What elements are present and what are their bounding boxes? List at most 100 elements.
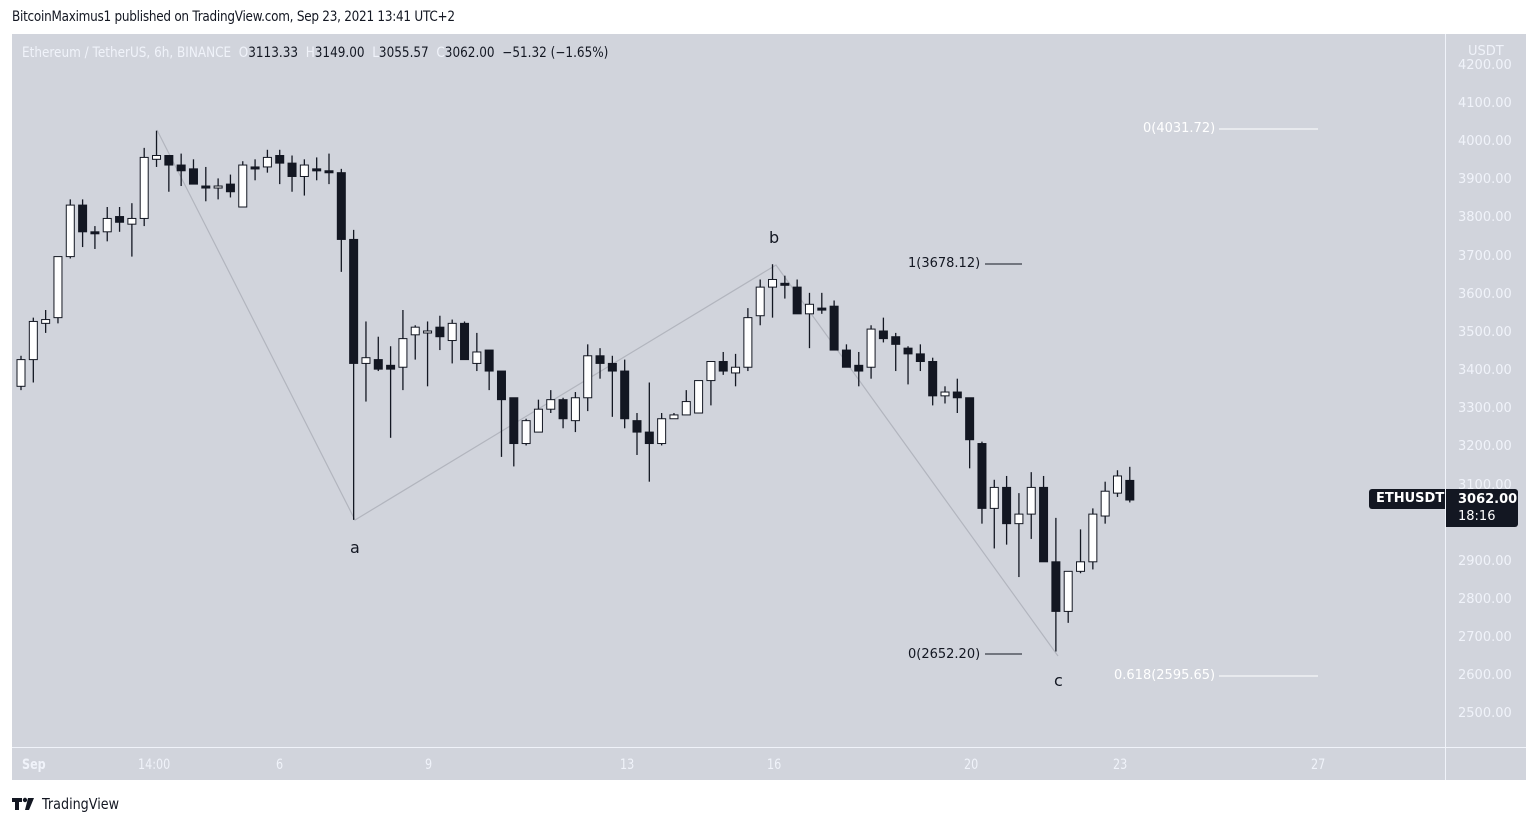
candle[interactable] [989, 479, 999, 549]
candle[interactable] [275, 149, 285, 185]
candle[interactable] [644, 382, 654, 482]
candle[interactable] [595, 348, 605, 379]
candle[interactable] [854, 351, 864, 387]
candle[interactable] [1051, 517, 1061, 652]
candle[interactable] [977, 441, 987, 524]
candle[interactable] [90, 226, 100, 249]
candle[interactable] [349, 229, 359, 520]
candle[interactable] [706, 361, 716, 406]
candle[interactable] [768, 264, 778, 318]
candle[interactable] [188, 159, 198, 185]
candle[interactable] [201, 166, 211, 202]
candle[interactable] [78, 199, 88, 248]
candle[interactable] [952, 378, 962, 414]
candle[interactable] [817, 292, 827, 314]
tradingview-brand[interactable]: TradingView [12, 795, 133, 813]
candle[interactable] [139, 147, 149, 227]
candle[interactable] [533, 399, 543, 433]
last-price-tag: 3062.00 18:16 [1446, 489, 1518, 527]
candle[interactable] [176, 153, 186, 187]
candle[interactable] [940, 386, 950, 404]
candle[interactable] [866, 325, 876, 379]
candle[interactable] [472, 332, 482, 372]
candle[interactable] [28, 317, 38, 383]
candle[interactable] [915, 344, 925, 372]
candle[interactable] [583, 344, 593, 412]
candle[interactable] [891, 332, 901, 372]
candle[interactable] [804, 292, 814, 349]
candle[interactable] [102, 207, 112, 242]
price-tick: 3500.00 [1458, 324, 1512, 340]
candle[interactable] [669, 413, 679, 420]
candle[interactable] [731, 353, 741, 387]
bar-countdown: 18:16 [1458, 509, 1496, 524]
candle[interactable] [965, 397, 975, 469]
candle[interactable] [324, 153, 334, 185]
candle[interactable] [546, 390, 556, 414]
candle[interactable] [262, 149, 272, 173]
candle[interactable] [620, 359, 630, 429]
candle[interactable] [780, 275, 790, 299]
candle[interactable] [928, 357, 938, 406]
candle[interactable] [435, 315, 445, 351]
candle[interactable] [287, 155, 297, 192]
candle[interactable] [694, 380, 704, 414]
candle[interactable] [878, 317, 888, 343]
candle[interactable] [903, 346, 913, 385]
candle[interactable] [1088, 508, 1098, 570]
candle[interactable] [521, 418, 531, 446]
candle[interactable] [447, 319, 457, 364]
candle[interactable] [386, 346, 396, 438]
candle[interactable] [1026, 472, 1036, 539]
candle[interactable] [1039, 475, 1049, 563]
candle[interactable] [65, 199, 75, 259]
candle[interactable] [718, 351, 728, 375]
candle[interactable] [41, 310, 51, 333]
candle[interactable] [164, 155, 174, 192]
candle[interactable] [1014, 493, 1024, 578]
candle[interactable] [841, 344, 851, 368]
candle[interactable] [410, 325, 420, 360]
time-tick: 14:00 [138, 757, 171, 773]
candle[interactable] [1076, 529, 1086, 574]
candle[interactable] [299, 159, 309, 196]
candle[interactable] [657, 413, 667, 446]
candle[interactable] [213, 178, 223, 200]
fib-label-top: 0(4031.72) [1143, 121, 1216, 136]
candle[interactable] [152, 130, 162, 167]
candle[interactable] [1002, 475, 1012, 545]
candle[interactable] [361, 321, 371, 402]
candle[interactable] [460, 321, 470, 361]
candle[interactable] [373, 336, 383, 372]
candle[interactable] [681, 390, 691, 416]
candle[interactable] [423, 321, 433, 387]
candle[interactable] [829, 300, 839, 351]
candle[interactable] [607, 355, 617, 417]
candle[interactable] [755, 279, 765, 326]
candle[interactable] [398, 310, 408, 391]
candle[interactable] [53, 256, 63, 324]
candle[interactable] [632, 413, 642, 455]
candle[interactable] [238, 161, 248, 208]
candle[interactable] [312, 157, 322, 181]
candle[interactable] [743, 308, 753, 372]
candle[interactable] [1125, 466, 1135, 503]
candle[interactable] [250, 159, 260, 181]
candle[interactable] [558, 397, 568, 429]
candle[interactable] [225, 174, 235, 198]
candle[interactable] [1063, 570, 1073, 623]
currency-label: USDT [1468, 44, 1504, 59]
candle[interactable] [496, 370, 506, 457]
candle[interactable] [792, 279, 802, 315]
candle[interactable] [1112, 470, 1122, 497]
time-tick: 9 [425, 757, 433, 773]
candle[interactable] [1100, 481, 1110, 524]
candle[interactable] [16, 355, 26, 391]
candle[interactable] [115, 207, 125, 232]
candle[interactable] [509, 397, 519, 467]
candle[interactable] [336, 168, 346, 272]
candle[interactable] [570, 392, 580, 433]
candle[interactable] [484, 349, 494, 391]
candle[interactable] [127, 203, 137, 257]
